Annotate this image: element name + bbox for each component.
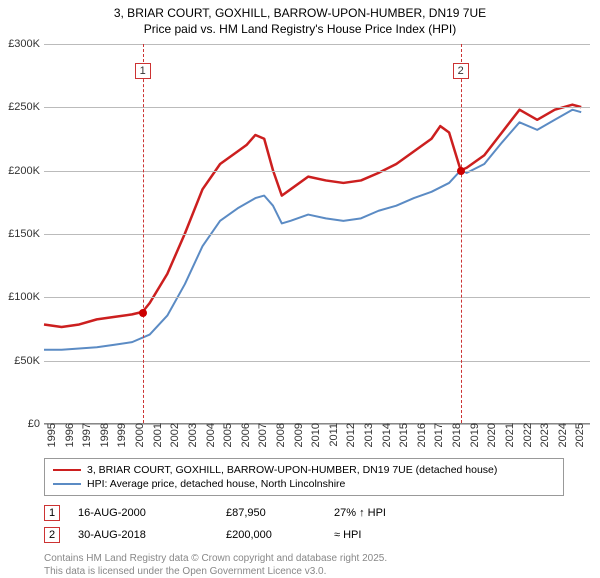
event-row: 1 16-AUG-2000 £87,950 27% ↑ HPI bbox=[44, 502, 564, 524]
x-tick-label: 2004 bbox=[203, 423, 217, 447]
legend-label: 3, BRIAR COURT, GOXHILL, BARROW-UPON-HUM… bbox=[87, 464, 497, 476]
y-tick-label: £250K bbox=[8, 101, 44, 113]
x-tick-label: 2006 bbox=[238, 423, 252, 447]
x-tick-label: 2022 bbox=[520, 423, 534, 447]
x-tick-label: 2014 bbox=[379, 423, 393, 447]
legend-label: HPI: Average price, detached house, Nort… bbox=[87, 478, 345, 490]
attrib-line2: This data is licensed under the Open Gov… bbox=[44, 565, 564, 578]
event-note: 27% ↑ HPI bbox=[334, 507, 386, 519]
x-tick-label: 2009 bbox=[291, 423, 305, 447]
event-row: 2 30-AUG-2018 £200,000 ≈ HPI bbox=[44, 524, 564, 546]
x-tick-label: 1996 bbox=[62, 423, 76, 447]
x-tick-label: 2008 bbox=[273, 423, 287, 447]
attrib-line1: Contains HM Land Registry data © Crown c… bbox=[44, 552, 564, 565]
legend-swatch bbox=[53, 469, 81, 471]
x-tick-label: 2001 bbox=[150, 423, 164, 447]
x-tick-label: 2020 bbox=[484, 423, 498, 447]
sale-point bbox=[457, 167, 465, 175]
x-tick-label: 2012 bbox=[343, 423, 357, 447]
x-tick-label: 2021 bbox=[502, 423, 516, 447]
event-marker: 2 bbox=[453, 63, 469, 79]
event-marker: 1 bbox=[135, 63, 151, 79]
x-tick-label: 1997 bbox=[79, 423, 93, 447]
title-subtitle: Price paid vs. HM Land Registry's House … bbox=[0, 20, 600, 36]
x-tick-label: 1998 bbox=[97, 423, 111, 447]
x-tick-label: 2023 bbox=[537, 423, 551, 447]
event-price: £87,950 bbox=[226, 507, 316, 519]
event-note: ≈ HPI bbox=[334, 529, 361, 541]
chart-container: 3, BRIAR COURT, GOXHILL, BARROW-UPON-HUM… bbox=[0, 0, 600, 560]
x-tick-label: 1995 bbox=[44, 423, 58, 447]
legend-swatch bbox=[53, 483, 81, 485]
legend-row: HPI: Average price, detached house, Nort… bbox=[53, 477, 555, 491]
event-date: 16-AUG-2000 bbox=[78, 507, 208, 519]
x-tick-label: 2010 bbox=[308, 423, 322, 447]
x-tick-label: 2013 bbox=[361, 423, 375, 447]
x-tick-label: 1999 bbox=[114, 423, 128, 447]
x-tick-label: 2002 bbox=[167, 423, 181, 447]
x-tick-label: 2000 bbox=[132, 423, 146, 447]
x-tick-label: 2016 bbox=[414, 423, 428, 447]
y-tick-label: £100K bbox=[8, 291, 44, 303]
event-num: 1 bbox=[44, 505, 60, 521]
y-tick-label: £200K bbox=[8, 165, 44, 177]
x-tick-label: 2007 bbox=[255, 423, 269, 447]
series-hpi bbox=[44, 110, 581, 350]
x-tick-label: 2011 bbox=[326, 423, 340, 447]
x-tick-label: 2017 bbox=[431, 423, 445, 447]
y-tick-label: £300K bbox=[8, 38, 44, 50]
plot-area: £0£50K£100K£150K£200K£250K£300K199519961… bbox=[44, 44, 590, 424]
events-table: 1 16-AUG-2000 £87,950 27% ↑ HPI 2 30-AUG-2018… bbox=[44, 502, 564, 546]
legend-box: 3, BRIAR COURT, GOXHILL, BARROW-UPON-HUM… bbox=[44, 458, 564, 496]
y-tick-label: £0 bbox=[28, 418, 44, 430]
y-tick-label: £150K bbox=[8, 228, 44, 240]
legend-block: 3, BRIAR COURT, GOXHILL, BARROW-UPON-HUM… bbox=[44, 458, 564, 578]
title-block: 3, BRIAR COURT, GOXHILL, BARROW-UPON-HUM… bbox=[0, 0, 600, 36]
x-tick-label: 2003 bbox=[185, 423, 199, 447]
sale-point bbox=[139, 309, 147, 317]
event-date: 30-AUG-2018 bbox=[78, 529, 208, 541]
x-tick-label: 2025 bbox=[572, 423, 586, 447]
event-price: £200,000 bbox=[226, 529, 316, 541]
x-tick-label: 2019 bbox=[467, 423, 481, 447]
y-tick-label: £50K bbox=[14, 355, 44, 367]
x-tick-label: 2015 bbox=[396, 423, 410, 447]
x-tick-label: 2005 bbox=[220, 423, 234, 447]
x-tick-label: 2024 bbox=[555, 423, 569, 447]
legend-row: 3, BRIAR COURT, GOXHILL, BARROW-UPON-HUM… bbox=[53, 463, 555, 477]
x-tick-label: 2018 bbox=[449, 423, 463, 447]
event-num: 2 bbox=[44, 527, 60, 543]
attribution: Contains HM Land Registry data © Crown c… bbox=[44, 552, 564, 578]
title-address: 3, BRIAR COURT, GOXHILL, BARROW-UPON-HUM… bbox=[0, 6, 600, 20]
